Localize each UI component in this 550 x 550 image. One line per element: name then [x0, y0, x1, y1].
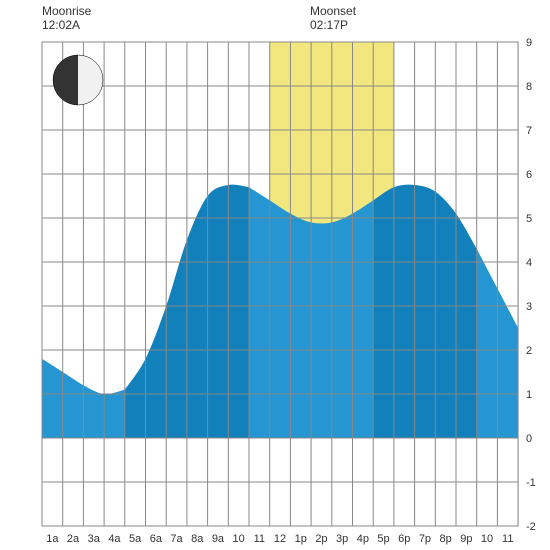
moonrise-block: Moonrise 12:02A [42, 4, 91, 33]
moonrise-time: 12:02A [42, 18, 91, 32]
x-tick: 1p [295, 533, 307, 545]
x-tick: 5a [129, 533, 142, 545]
x-tick: 8p [440, 533, 452, 545]
y-tick: 7 [526, 125, 532, 137]
tide-area [42, 185, 518, 438]
moonset-block: Moonset 02:17P [310, 4, 356, 33]
x-tick: 9a [212, 533, 225, 545]
x-tick: 10 [233, 533, 245, 545]
x-tick: 7p [419, 533, 431, 545]
x-tick: 9p [460, 533, 472, 545]
chart-svg: -2-101234567891a2a3a4a5a6a7a8a9a1011121p… [0, 0, 550, 550]
x-tick: 6p [398, 533, 410, 545]
x-tick: 2p [315, 533, 327, 545]
y-tick: -1 [526, 477, 536, 489]
y-tick: 5 [526, 213, 532, 225]
y-tick: 6 [526, 169, 532, 181]
x-tick: 5p [377, 533, 389, 545]
tide-chart: Moonrise 12:02A Moonset 02:17P -2-101234… [0, 0, 550, 550]
x-tick: 7a [170, 533, 183, 545]
y-tick: 9 [526, 37, 532, 49]
y-tick: 1 [526, 389, 532, 401]
x-tick: 12 [274, 533, 286, 545]
x-tick: 4a [108, 533, 121, 545]
moonset-label: Moonset [310, 4, 356, 18]
y-tick: 8 [526, 81, 532, 93]
x-tick: 11 [502, 533, 513, 545]
moonset-time: 02:17P [310, 18, 356, 32]
x-tick: 4p [357, 533, 369, 545]
x-tick: 10 [481, 533, 493, 545]
x-tick: 3p [336, 533, 348, 545]
x-tick: 11 [254, 533, 265, 545]
y-tick: 3 [526, 301, 532, 313]
moonrise-label: Moonrise [42, 4, 91, 18]
x-tick: 6a [150, 533, 163, 545]
y-tick: 2 [526, 345, 532, 357]
x-tick: 2a [67, 533, 80, 545]
x-tick: 8a [191, 533, 204, 545]
y-tick: 0 [526, 433, 532, 445]
y-tick: 4 [526, 257, 532, 269]
x-tick: 1a [46, 533, 59, 545]
x-tick: 3a [88, 533, 101, 545]
moon-phase-icon [53, 55, 103, 105]
y-tick: -2 [526, 521, 536, 533]
